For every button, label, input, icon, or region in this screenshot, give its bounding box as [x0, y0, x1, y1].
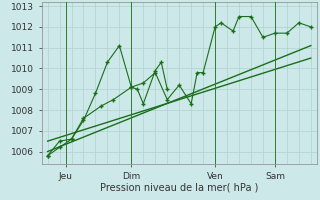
X-axis label: Pression niveau de la mer( hPa ): Pression niveau de la mer( hPa ) [100, 182, 258, 192]
